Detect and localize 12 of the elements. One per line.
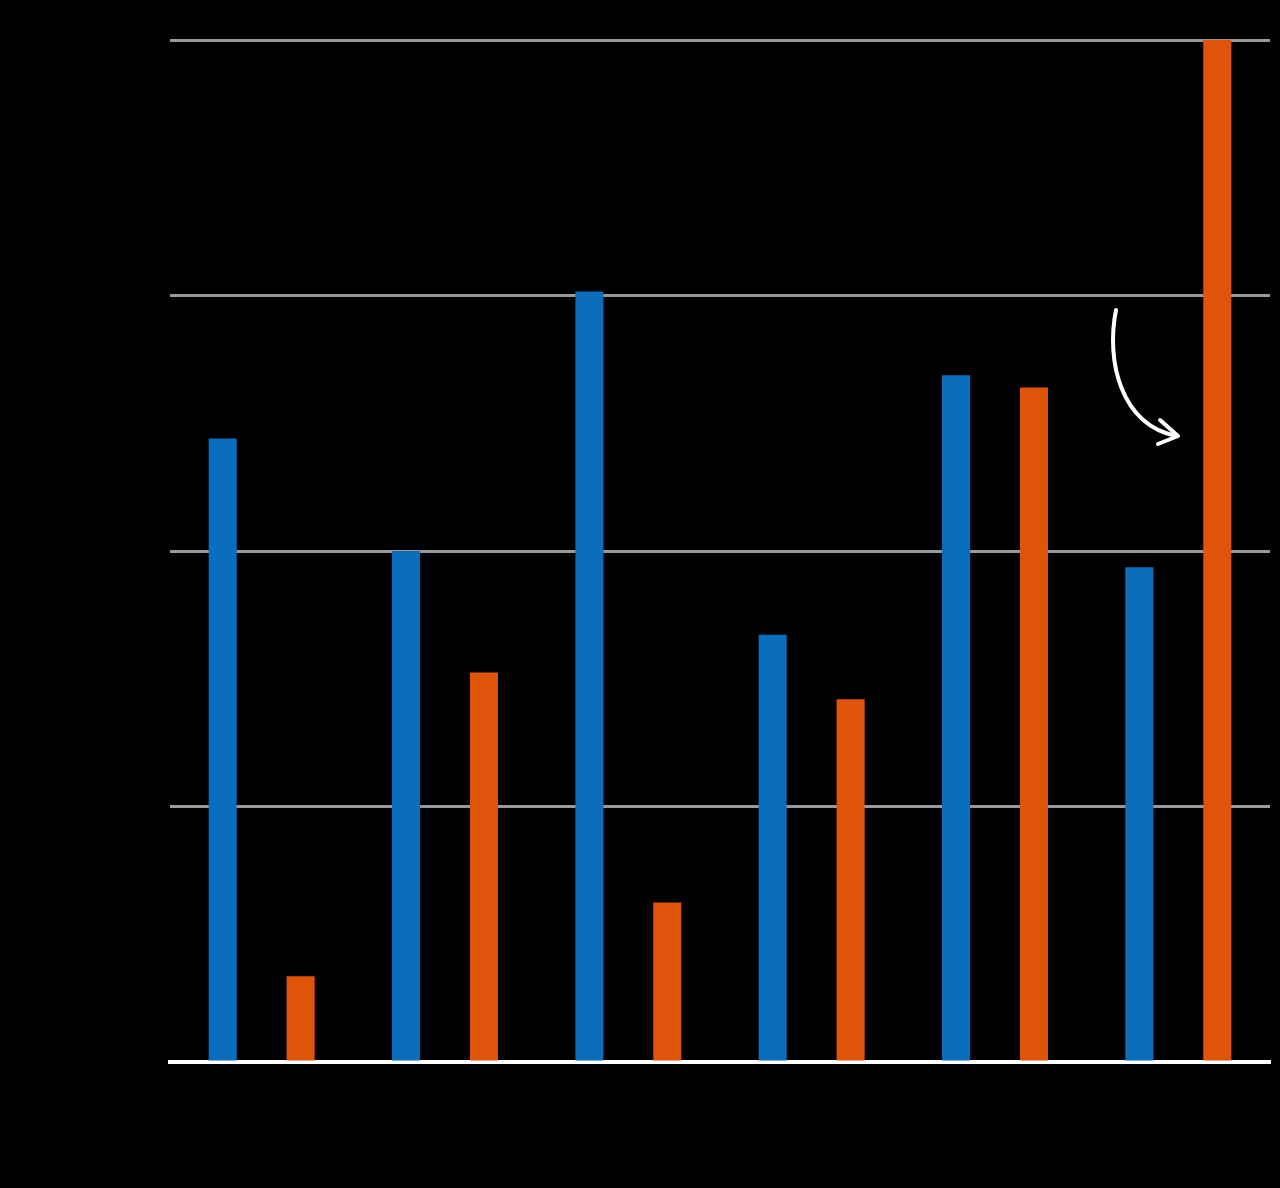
bar — [836, 699, 865, 1061]
bar — [208, 438, 237, 1061]
bar — [286, 976, 315, 1061]
bar — [1125, 567, 1154, 1061]
bar — [1019, 387, 1048, 1061]
bar — [1203, 40, 1232, 1061]
bar — [758, 634, 787, 1061]
bar — [942, 375, 971, 1061]
bar — [575, 291, 604, 1061]
bar — [392, 551, 421, 1061]
bar — [653, 902, 682, 1061]
bar — [469, 672, 498, 1061]
